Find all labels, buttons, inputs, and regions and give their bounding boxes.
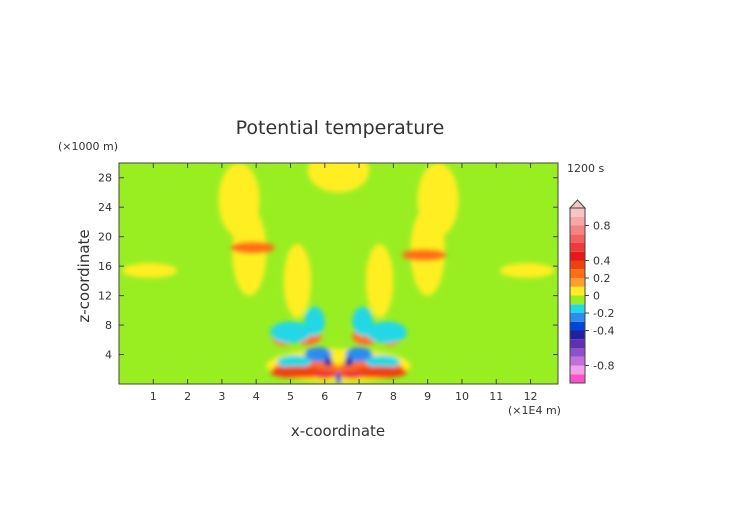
field-region-3 [307, 163, 370, 193]
background-field [119, 163, 558, 384]
colorbar-swatch [570, 304, 585, 313]
field-region-26 [365, 355, 401, 369]
field-region-23 [304, 347, 332, 362]
colorbar-tick-label: 0.8 [593, 220, 611, 233]
x-tick-label: 4 [253, 390, 260, 403]
z-unit-label: (×1000 m) [58, 140, 118, 153]
field-region-30 [340, 370, 365, 379]
y-tick-label: 12 [98, 290, 112, 303]
colorbar-tick-label: 0.2 [593, 272, 611, 285]
colorbar-swatch [570, 260, 585, 270]
x-axis: 1 2 3 4 5 6 7 8 9 10 11 12 [150, 163, 538, 403]
x-tick-label: 12 [524, 390, 538, 403]
field-region-9 [499, 263, 555, 278]
field-region-21 [304, 306, 325, 337]
x-tick-label: 9 [424, 390, 431, 403]
colorbar-swatch [570, 225, 585, 235]
colorbar: 0.8 0.4 0.2 0 -0.2 -0.4 -0.8 [568, 199, 614, 384]
field-region-25 [276, 355, 312, 369]
y-tick-label: 28 [98, 172, 112, 185]
colorbar-tick-label: -0.4 [593, 325, 614, 338]
field-region-32 [344, 357, 353, 367]
x-tick-label: 11 [489, 390, 503, 403]
y-axis: 4 8 12 16 20 24 28 [98, 172, 558, 362]
y-axis-label: z-coordinate [75, 229, 93, 322]
colorbar-swatch [570, 278, 585, 287]
colorbar-swatch [570, 365, 585, 375]
x-tick-label: 8 [390, 390, 397, 403]
colorbar-swatch [570, 313, 585, 322]
field-region-20 [365, 321, 408, 344]
colorbar-tick-label: 0 [593, 290, 600, 303]
field-region-33 [335, 350, 342, 367]
colorbar-overflow-arrow [568, 199, 587, 209]
field-region-28 [352, 366, 408, 379]
colorbar-tick-label: 0.4 [593, 255, 611, 268]
plot-frame [118, 162, 559, 385]
field-region-29 [312, 370, 337, 379]
colorbar-swatch [570, 339, 585, 348]
colorbar-swatch [570, 330, 585, 340]
chart-title: Potential temperature [236, 117, 445, 139]
y-tick-label: 8 [105, 319, 112, 332]
colorbar-swatch [570, 208, 585, 217]
field-region-8 [122, 263, 178, 278]
x-tick-label: 10 [455, 390, 469, 403]
field-region-22 [352, 306, 373, 337]
field-regions [122, 163, 555, 384]
x-unit-label: (×1E4 m) [508, 404, 561, 417]
x-tick-label: 5 [287, 390, 294, 403]
field-region-6 [283, 244, 312, 318]
contour-field [119, 163, 558, 384]
colorbar-tick-label: -0.2 [593, 307, 614, 320]
field-region-7 [365, 244, 394, 318]
colorbar-swatch [570, 251, 585, 261]
field-region-12 [401, 249, 447, 261]
colorbar-swatch [570, 374, 585, 383]
colorbar-swatch [570, 243, 585, 252]
colorbar-swatch [570, 295, 585, 305]
field-region-24 [345, 347, 373, 362]
colorbar-swatch [570, 348, 585, 357]
field-region-19 [269, 321, 312, 344]
x-tick-label: 2 [184, 390, 191, 403]
colorbar-swatch [570, 269, 585, 278]
field-region-27 [269, 366, 325, 379]
field-region-34 [335, 372, 342, 384]
y-tick-label: 20 [98, 231, 112, 244]
colorbar-tick-label: -0.8 [593, 360, 614, 373]
colorbar-swatch [570, 286, 585, 296]
x-tick-label: 1 [150, 390, 157, 403]
colorbar-swatch [570, 216, 585, 226]
y-tick-label: 24 [98, 201, 112, 214]
field-region-31 [324, 357, 333, 367]
colorbar-swatch [570, 234, 585, 243]
x-tick-label: 3 [218, 390, 225, 403]
y-tick-label: 16 [98, 260, 112, 273]
x-tick-label: 6 [321, 390, 328, 403]
x-axis-label: x-coordinate [291, 422, 385, 440]
x-tick-label: 7 [356, 390, 363, 403]
time-label: 1200 s [567, 162, 604, 175]
y-tick-label: 4 [105, 349, 112, 362]
colorbar-swatch [570, 356, 585, 366]
field-region-11 [230, 241, 276, 254]
colorbar-swatch [570, 321, 585, 331]
